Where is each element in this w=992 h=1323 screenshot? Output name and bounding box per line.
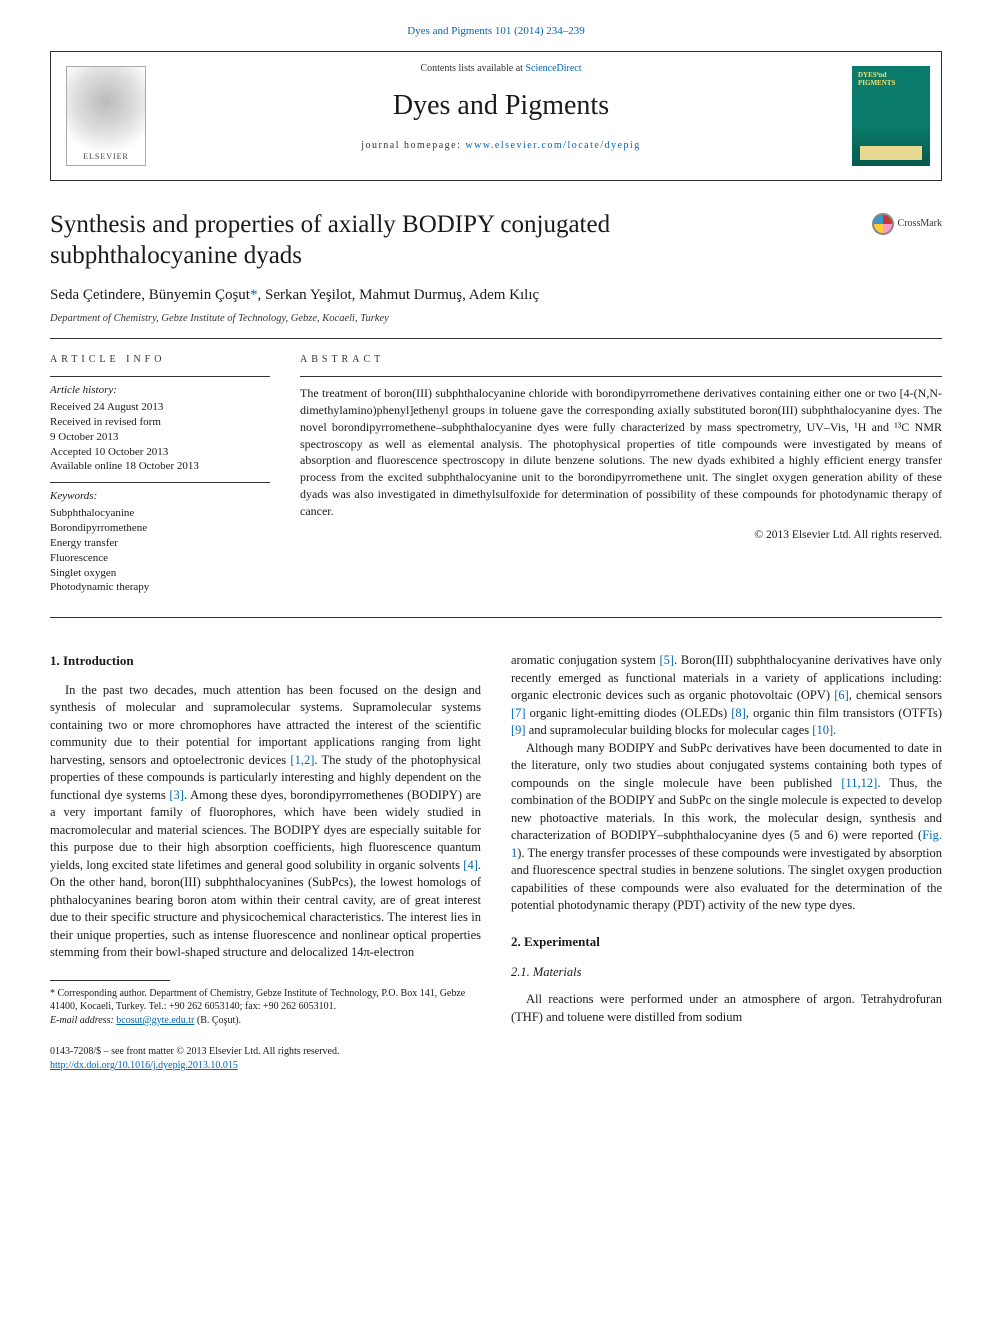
- ref-link[interactable]: [4]: [463, 858, 478, 872]
- homepage-label: journal homepage:: [361, 140, 465, 151]
- t: , chemical sensors: [849, 688, 942, 702]
- abstract: ABSTRACT The treatment of boron(III) sub…: [300, 353, 942, 603]
- bottom-meta: 0143-7208/$ – see front matter © 2013 El…: [50, 1045, 942, 1073]
- authors-text: Seda Çetindere, Bünyemin Çoşut*, Serkan …: [50, 287, 539, 303]
- t: . On the other hand, boron(III) subphtha…: [50, 858, 481, 960]
- corr-star: *: [250, 287, 258, 303]
- crossmark-icon: [872, 213, 894, 235]
- t: aromatic conjugation system: [511, 653, 659, 667]
- ref-link[interactable]: [8]: [731, 706, 746, 720]
- rule: [300, 376, 942, 377]
- t: .: [833, 723, 836, 737]
- t: ). The energy transfer processes of thes…: [511, 846, 942, 913]
- abstract-copyright: © 2013 Elsevier Ltd. All rights reserved…: [300, 528, 942, 544]
- history-text: Received 24 August 2013 Received in revi…: [50, 400, 270, 474]
- article-title: Synthesis and properties of axially BODI…: [50, 209, 750, 272]
- email-label: E-mail address:: [50, 1015, 116, 1026]
- homepage-link[interactable]: www.elsevier.com/locate/dyepig: [465, 140, 640, 151]
- journal-homepage: journal homepage: www.elsevier.com/locat…: [161, 139, 841, 153]
- materials-paragraph: All reactions were performed under an at…: [511, 991, 942, 1026]
- corresponding-footnote: * Corresponding author. Department of Ch…: [50, 987, 481, 1014]
- ref-link[interactable]: [3]: [169, 788, 184, 802]
- ref-link[interactable]: [10]: [812, 723, 833, 737]
- journal-name: Dyes and Pigments: [161, 87, 841, 125]
- keywords-text: Subphthalocyanine Borondipyrromethene En…: [50, 506, 270, 595]
- contents-text: Contents lists available at: [420, 63, 525, 74]
- ref-link[interactable]: [9]: [511, 723, 526, 737]
- authors-line: Seda Çetindere, Bünyemin Çoşut*, Serkan …: [50, 285, 942, 305]
- rule: [50, 617, 942, 618]
- doi-link[interactable]: http://dx.doi.org/10.1016/j.dyepig.2013.…: [50, 1060, 238, 1071]
- crossmark-label: CrossMark: [898, 217, 942, 231]
- contents-available: Contents lists available at ScienceDirec…: [161, 62, 841, 76]
- materials-subheading: 2.1. Materials: [511, 964, 942, 981]
- email-tail: (B. Çoşut).: [194, 1015, 241, 1026]
- abstract-heading: ABSTRACT: [300, 353, 942, 367]
- abstract-text: The treatment of boron(III) subphthalocy…: [300, 385, 942, 519]
- header-citation: Dyes and Pigments 101 (2014) 234–239: [0, 0, 992, 51]
- crossmark-badge[interactable]: CrossMark: [872, 213, 942, 235]
- right-column: aromatic conjugation system [5]. Boron(I…: [511, 652, 942, 1027]
- masthead-center: Contents lists available at ScienceDirec…: [161, 52, 841, 180]
- keywords-label: Keywords:: [50, 482, 270, 504]
- ref-link[interactable]: [5]: [659, 653, 674, 667]
- article-info-heading: ARTICLE INFO: [50, 353, 270, 367]
- ref-link[interactable]: [1,2]: [290, 753, 314, 767]
- cover-box: [841, 52, 941, 180]
- elsevier-logo: [66, 66, 146, 166]
- history-label: Article history:: [50, 376, 270, 398]
- intro-heading: 1. Introduction: [50, 652, 481, 670]
- left-column: 1. Introduction In the past two decades,…: [50, 652, 481, 1027]
- email-footnote: E-mail address: bcosut@gyte.edu.tr (B. Ç…: [50, 1014, 481, 1028]
- ref-link[interactable]: [6]: [834, 688, 849, 702]
- email-link[interactable]: bcosut@gyte.edu.tr: [116, 1015, 194, 1026]
- publisher-logo-box: [51, 52, 161, 180]
- sciencedirect-link[interactable]: ScienceDirect: [525, 63, 581, 74]
- t: and supramolecular building blocks for m…: [526, 723, 813, 737]
- intro-paragraph: In the past two decades, much attention …: [50, 682, 481, 962]
- rule: [50, 338, 942, 339]
- body-columns: 1. Introduction In the past two decades,…: [50, 652, 942, 1027]
- article-info: ARTICLE INFO Article history: Received 2…: [50, 353, 270, 603]
- journal-cover-thumbnail: [852, 66, 930, 166]
- footnote-rule: [50, 980, 170, 981]
- experimental-heading: 2. Experimental: [511, 933, 942, 951]
- issn-line: 0143-7208/$ – see front matter © 2013 El…: [50, 1045, 942, 1059]
- affiliation: Department of Chemistry, Gebze Institute…: [50, 312, 942, 326]
- body-paragraph: aromatic conjugation system [5]. Boron(I…: [511, 652, 942, 740]
- ref-link[interactable]: [11,12]: [841, 776, 877, 790]
- info-abstract-row: ARTICLE INFO Article history: Received 2…: [50, 353, 942, 603]
- t: organic light-emitting diodes (OLEDs): [526, 706, 732, 720]
- body-paragraph: Although many BODIPY and SubPc derivativ…: [511, 740, 942, 915]
- ref-link[interactable]: [7]: [511, 706, 526, 720]
- article-header: CrossMark Synthesis and properties of ax…: [50, 209, 942, 326]
- journal-masthead: Contents lists available at ScienceDirec…: [50, 51, 942, 181]
- t: , organic thin film transistors (OTFTs): [746, 706, 942, 720]
